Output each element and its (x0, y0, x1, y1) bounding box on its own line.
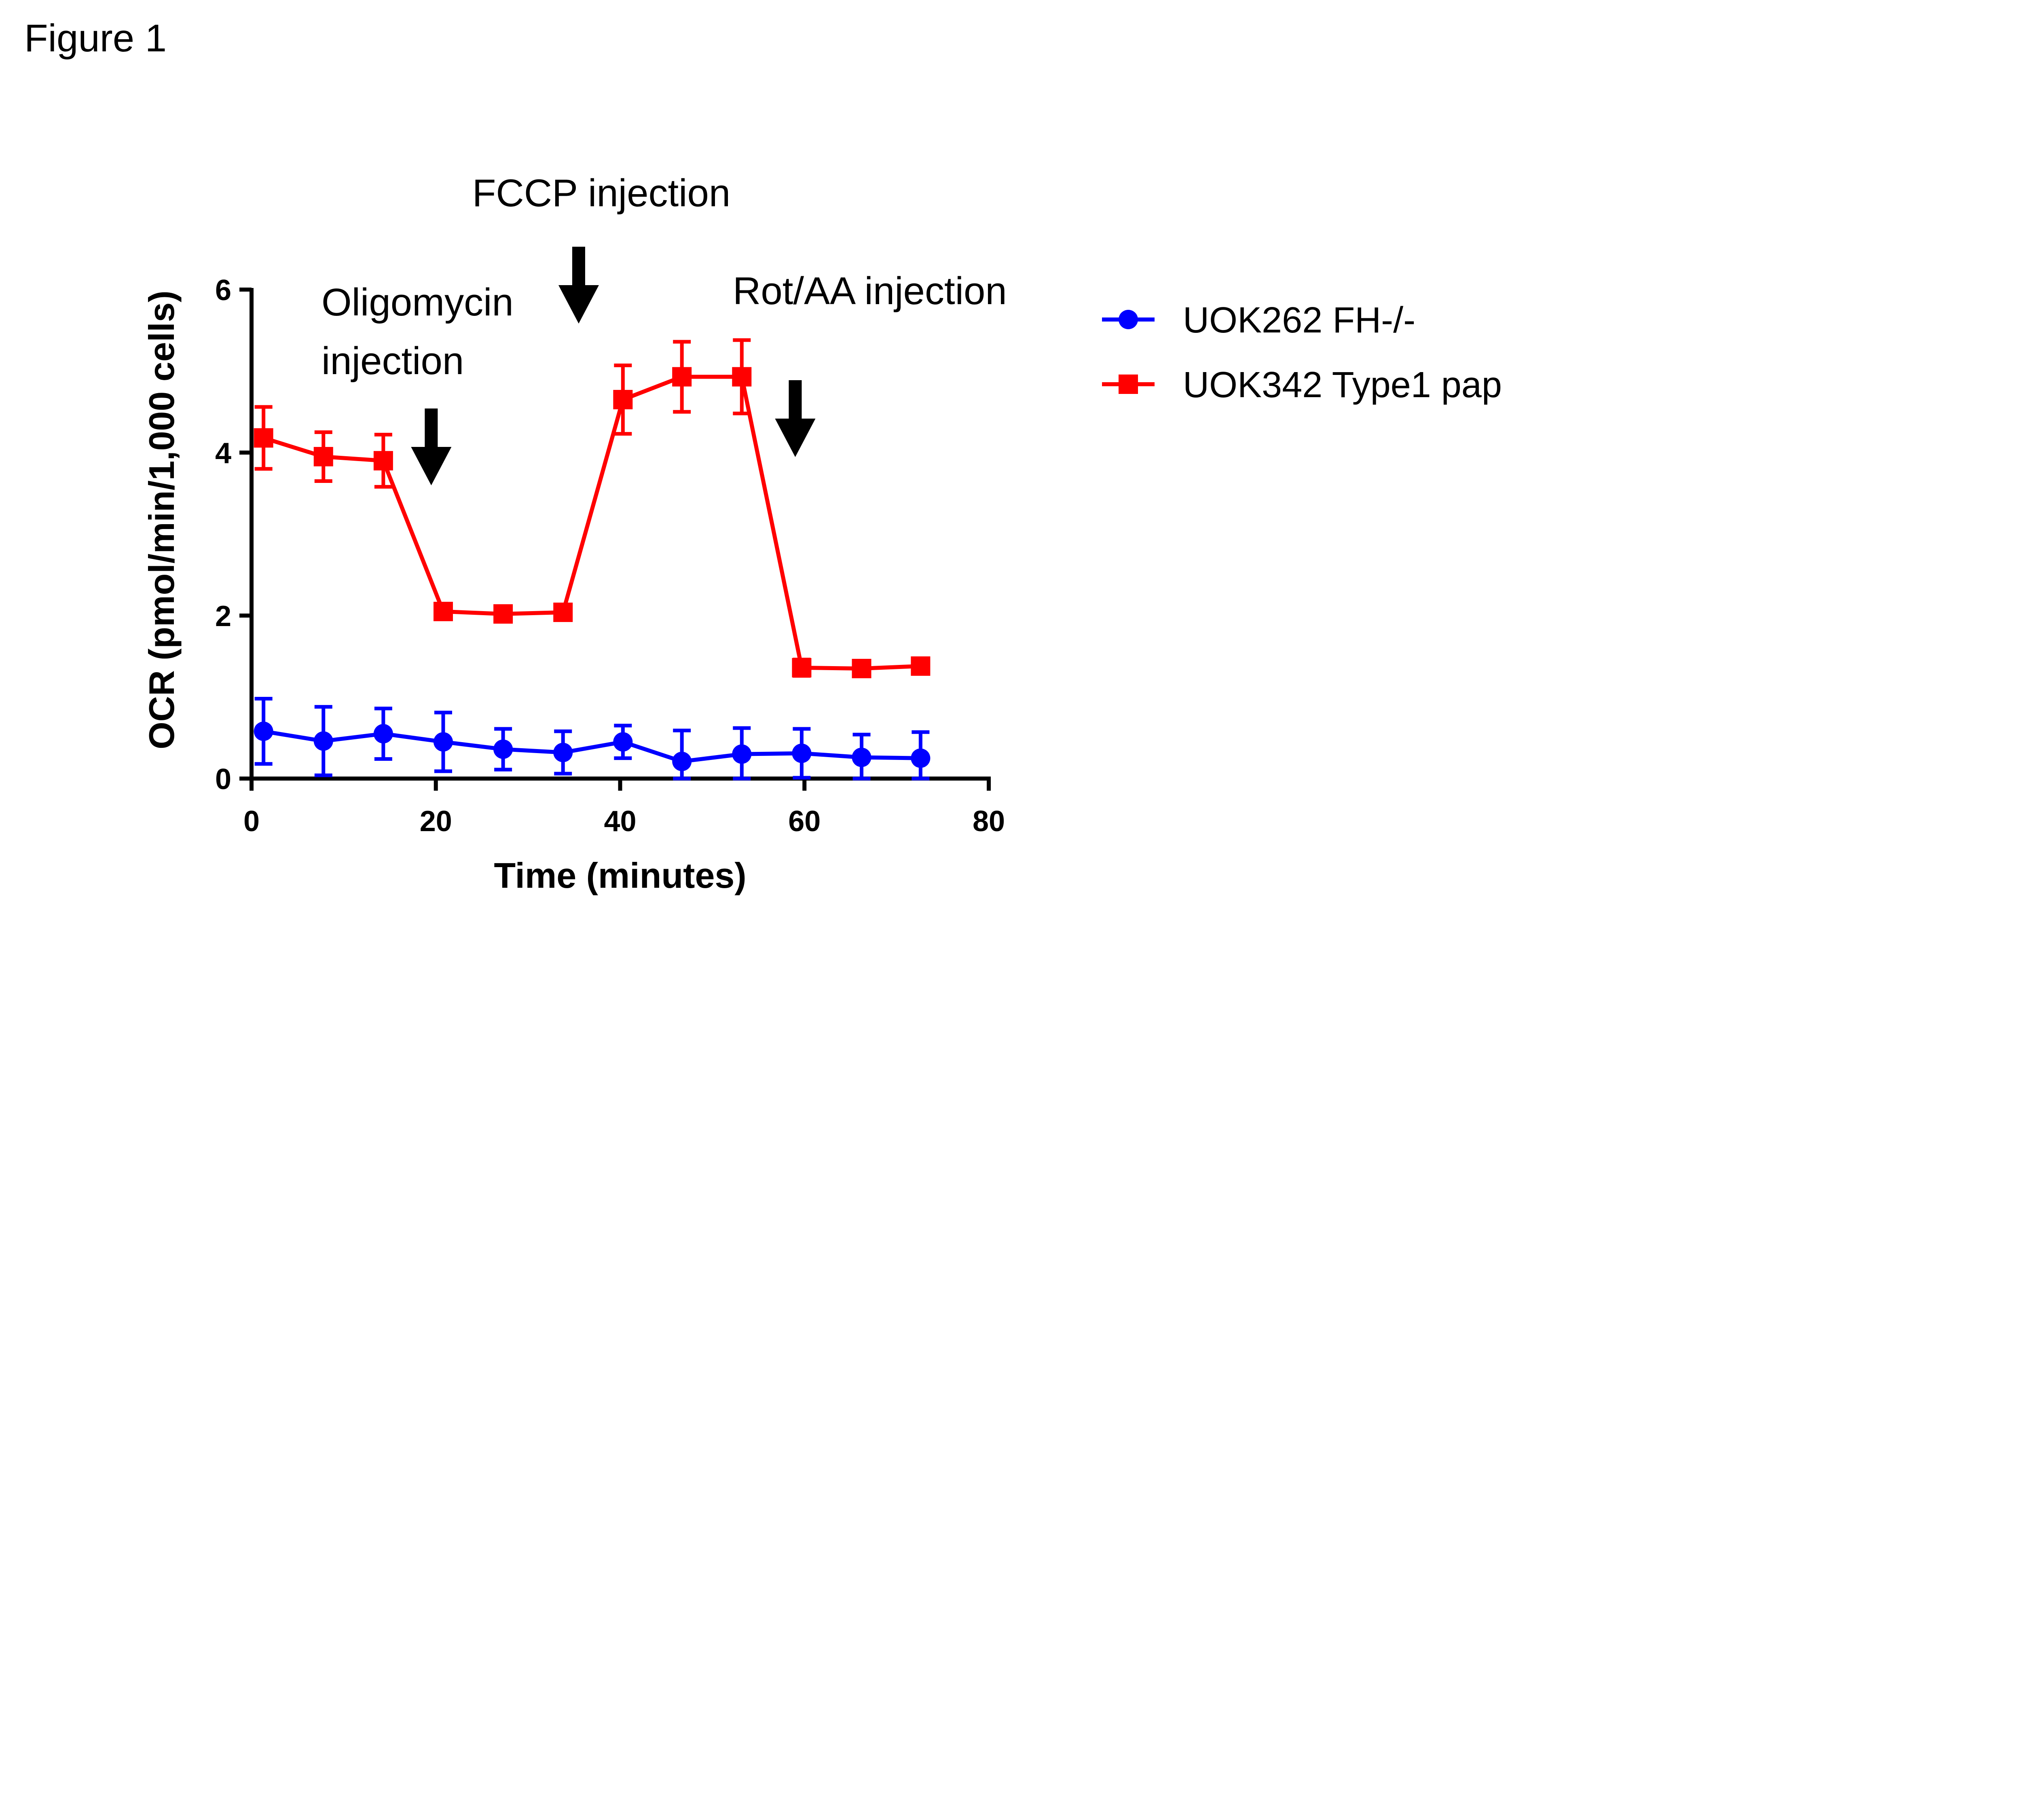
annotation-label: injection (321, 339, 464, 383)
data-point (254, 722, 273, 741)
data-point (313, 731, 333, 751)
arrow-down-icon (558, 247, 599, 324)
x-tick-label: 40 (604, 805, 636, 838)
x-tick-label: 60 (788, 805, 821, 838)
x-tick-label: 80 (973, 805, 1005, 838)
legend: UOK262 FH-/- UOK342 Type1 pap (1102, 300, 1502, 405)
data-point (493, 739, 513, 759)
legend-label: UOK342 Type1 pap (1183, 365, 1502, 405)
legend-item: UOK342 Type1 pap (1102, 365, 1502, 405)
data-point (613, 390, 633, 410)
axes: 0 20 40 60 80 0 2 4 6 Time (minutes) OCR (pmol/min… (142, 274, 1005, 895)
legend-marker (1119, 310, 1138, 329)
y-tick-label: 2 (215, 600, 231, 633)
y-tick-label: 6 (215, 274, 231, 307)
data-point (732, 744, 752, 764)
y-tick-label: 0 (215, 763, 231, 796)
data-point (852, 747, 871, 767)
data-point (911, 656, 931, 676)
series-line (263, 375, 921, 671)
arrow-down-icon (411, 408, 452, 485)
y-tick-label: 4 (215, 437, 231, 470)
x-tick-label: 0 (243, 805, 260, 838)
legend-item: UOK262 FH-/- (1102, 300, 1415, 341)
series-layer (254, 338, 931, 781)
data-point (852, 658, 871, 678)
injection-annotations: Oligomycin injection FCCP injection Rot/AA … (321, 171, 1007, 485)
series-line (263, 729, 921, 764)
legend-marker (1119, 375, 1138, 394)
x-axis-title: Time (minutes) (494, 855, 746, 895)
annotation-label: FCCP injection (472, 171, 730, 215)
annotation-label: Rot/AA injection (733, 269, 1007, 313)
annotation-label: Oligomycin (321, 281, 514, 324)
data-point (792, 743, 812, 763)
y-axis-title: OCR (pmol/min/1,000 cells) (142, 290, 182, 749)
series-2 (254, 338, 931, 678)
data-point (313, 447, 333, 467)
arrow-down-icon (775, 380, 816, 457)
data-point (672, 367, 692, 387)
data-point (553, 743, 573, 762)
data-point (493, 604, 513, 624)
data-point (433, 601, 453, 621)
data-point (672, 751, 692, 771)
x-tick-label: 20 (420, 805, 452, 838)
legend-label: UOK262 FH-/- (1183, 300, 1415, 341)
data-point (433, 732, 453, 752)
data-point (254, 428, 273, 448)
figure-label: Figure 1 (24, 17, 167, 60)
data-point (732, 367, 752, 387)
data-point (373, 724, 393, 744)
series-1 (254, 697, 931, 781)
data-point (613, 732, 633, 752)
data-point (553, 602, 573, 622)
data-point (373, 451, 393, 471)
data-point (792, 658, 812, 677)
data-point (911, 748, 931, 768)
